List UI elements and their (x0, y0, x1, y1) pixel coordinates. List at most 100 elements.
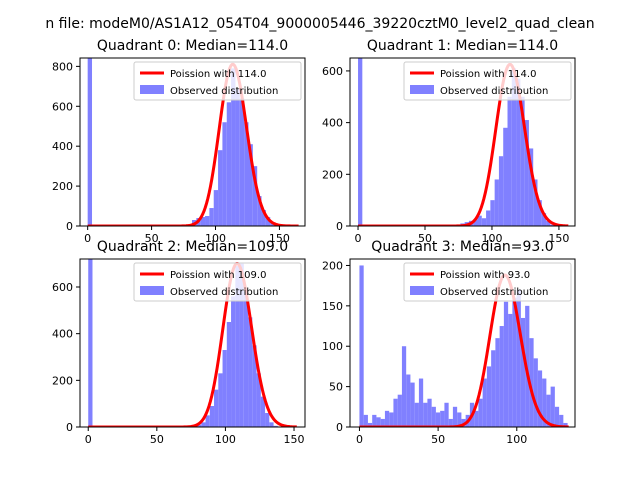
histogram-bar (226, 322, 232, 427)
histogram-bar (537, 200, 542, 226)
quadrant-0-legend-box (133, 61, 302, 101)
x-tick-label: 0 (355, 232, 362, 245)
quadrant-2-legend-observed-swatch (140, 286, 164, 295)
histogram-bar (410, 382, 415, 427)
x-tick-label: 50 (150, 433, 164, 446)
quadrant-2-legend-observed-label: Observed distribution (170, 287, 278, 298)
histogram-bar (508, 313, 513, 427)
x-tick-label: 100 (481, 232, 502, 245)
histogram-bar (235, 88, 240, 226)
y-tick-label: 200 (52, 180, 73, 193)
histogram-bar (380, 418, 385, 427)
x-tick-label: 150 (548, 232, 569, 245)
histogram-bar (516, 78, 521, 226)
y-tick-label: 200 (52, 374, 73, 387)
histogram-bar (491, 350, 496, 427)
y-tick-label: 400 (52, 140, 73, 153)
histogram-bar (498, 156, 504, 226)
quadrant-2-panel: 0 50 100 150 0 200 400 600 Poission with 109.0 … (52, 239, 306, 446)
histogram-bar (537, 370, 543, 427)
histogram-bar (222, 122, 227, 226)
histogram-bar (520, 96, 525, 226)
histogram-bar (261, 210, 266, 226)
histogram-bar (213, 190, 219, 226)
quadrant-1-bars (358, 58, 555, 226)
quadrant-2-ticks: 0 50 100 150 0 200 400 600 (52, 281, 305, 446)
x-tick-label: 150 (269, 232, 290, 245)
y-tick-label: 200 (322, 259, 343, 272)
histogram-bar (218, 373, 223, 427)
quadrant-1-legend-observed-swatch (410, 85, 434, 94)
histogram-bar (533, 358, 538, 427)
quadrant-0-poisson-line (87, 62, 299, 226)
histogram-bar (200, 217, 206, 226)
histogram-bar (482, 378, 487, 427)
histogram-bar (435, 412, 441, 427)
histogram-bar (490, 200, 495, 226)
histogram-bar (457, 412, 462, 427)
quadrant-2-title: Quadrant 2: Median=109.0 (97, 239, 288, 255)
quadrant-3-legend-poisson-label: Poission with 93.0 (440, 270, 530, 281)
y-tick-label: 150 (322, 300, 343, 313)
y-tick-label: 400 (322, 117, 343, 130)
x-tick-label: 150 (284, 433, 305, 446)
quadrant-3-title: Quadrant 3: Median=93.0 (371, 239, 553, 255)
quadrant-0-axes-frame (79, 57, 306, 227)
y-tick-label: 600 (52, 281, 73, 294)
histogram-bar (265, 413, 270, 427)
histogram-bar (358, 58, 363, 226)
quadrant-0-title: Quadrant 0: Median=114.0 (97, 38, 288, 54)
histogram-bar (397, 394, 402, 427)
quadrant-1-legend-box (403, 61, 572, 101)
histogram-bar (406, 374, 411, 427)
histogram-bar (205, 415, 210, 427)
quadrant-3-legend-observed-label: Observed distribution (440, 287, 548, 298)
y-tick-label: 0 (336, 220, 343, 233)
histogram-bar (248, 144, 253, 226)
histogram-bar (231, 296, 236, 427)
histogram-bar (235, 266, 240, 427)
histogram-bar (512, 297, 517, 427)
x-tick-label: 0 (356, 433, 363, 446)
histogram-bar (486, 210, 491, 226)
histogram-bar (524, 120, 529, 226)
histogram-bar (423, 402, 428, 427)
histogram-bar (222, 350, 227, 427)
quadrant-0-ticks: 0 50 100 150 0 200 400 600 800 (52, 60, 290, 245)
histogram-bar (546, 394, 551, 427)
histogram-bar (427, 398, 432, 427)
histogram-bar (511, 68, 517, 226)
histogram-bar (252, 166, 258, 226)
histogram-bar (243, 291, 249, 427)
quadrant-3-ticks: 0 50 100 0 50 100 150 200 (322, 259, 527, 446)
quadrant-0-bars (87, 58, 279, 226)
histogram-bar (494, 179, 499, 226)
quadrant-0-legend-observed-label: Observed distribution (170, 86, 278, 97)
histogram-bar (503, 127, 508, 226)
histogram-bar (546, 220, 551, 226)
histogram-bar (384, 410, 390, 427)
histogram-bar (231, 68, 236, 226)
histogram-bar (541, 213, 547, 226)
histogram-bar (452, 406, 458, 427)
histogram-bar (444, 402, 449, 427)
histogram-bar (239, 98, 245, 226)
histogram-bar (418, 378, 424, 427)
histogram-bar (550, 224, 555, 226)
y-tick-label: 0 (66, 421, 73, 434)
quadrant-0-legend: Poission with 114.0 Observed distributio… (133, 61, 302, 101)
quadrant-1-axes-frame (349, 57, 576, 227)
quadrant-0-legend-observed-swatch (140, 85, 164, 94)
histogram-bar (481, 218, 487, 226)
histogram-bar (414, 402, 419, 427)
histogram-bar (448, 418, 453, 427)
quadrant-2-axes-frame (79, 258, 306, 428)
histogram-bar (516, 289, 521, 427)
y-tick-label: 800 (52, 60, 73, 73)
histogram-bar (486, 366, 492, 427)
histogram-bar (389, 412, 394, 427)
quadrant-0-legend-poisson-label: Poission with 114.0 (170, 69, 266, 80)
quadrant-1-title: Quadrant 1: Median=114.0 (367, 38, 558, 54)
histogram-bar (528, 148, 534, 226)
